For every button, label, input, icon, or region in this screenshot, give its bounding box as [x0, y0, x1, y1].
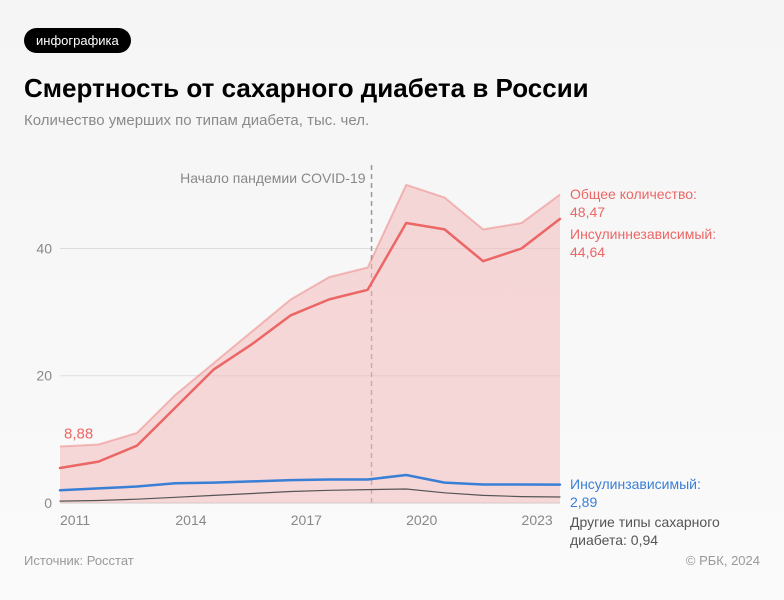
legend-total: Общее количество:48,47	[570, 185, 760, 221]
svg-text:0: 0	[44, 495, 52, 511]
source-text: Источник: Росстат	[24, 553, 134, 568]
svg-text:2011: 2011	[60, 512, 90, 528]
legend-other: Другие типы сахарного диабета: 0,94	[570, 513, 760, 549]
page-title: Смертность от сахарного диабета в России	[24, 73, 760, 104]
svg-text:2014: 2014	[175, 512, 206, 528]
copyright-text: © РБК, 2024	[686, 553, 760, 568]
svg-text:2017: 2017	[291, 512, 322, 528]
svg-text:8,88: 8,88	[64, 426, 93, 443]
svg-text:20: 20	[36, 368, 52, 384]
subtitle: Количество умерших по типам диабета, тыс…	[24, 112, 760, 129]
legend: Общее количество:48,47 Инсулиннезависимый…	[570, 143, 760, 533]
chart-container: 0 20 40 2011 2014 2017 2020 2023 Начало пандемии…	[24, 143, 760, 533]
legend-insulin_independent: Инсулиннезависимый:44,64	[570, 225, 760, 261]
svg-text:2020: 2020	[406, 512, 437, 528]
svg-text:Начало пандемии COVID-19: Начало пандемии COVID-19	[180, 170, 366, 186]
svg-text:40: 40	[36, 241, 52, 257]
badge: инфографика	[24, 28, 131, 53]
svg-text:2023: 2023	[522, 512, 553, 528]
legend-insulin_dependent: Инсулинзависимый:2,89	[570, 475, 760, 511]
